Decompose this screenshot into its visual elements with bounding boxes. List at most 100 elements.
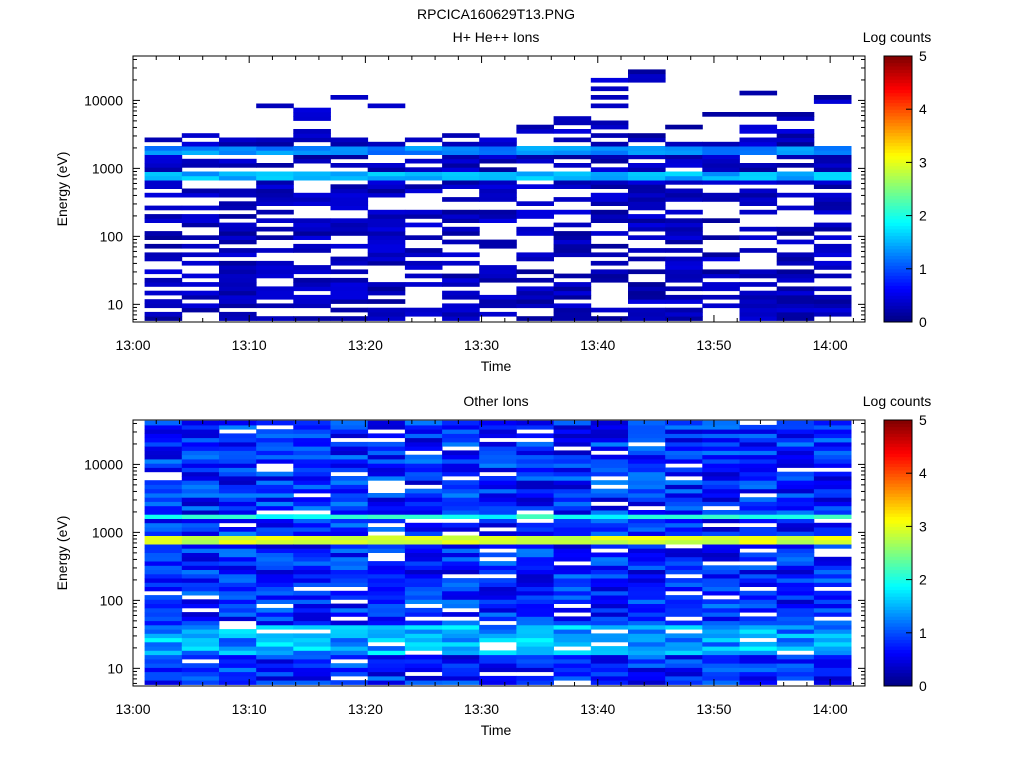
heatmap-cell	[404, 505, 443, 511]
heatmap-cell	[776, 316, 815, 321]
heatmap-cell	[813, 429, 852, 434]
heatmap-cell	[144, 252, 183, 258]
heatmap-cell	[776, 112, 815, 117]
colorbar-tick-label: 0	[919, 678, 927, 694]
heatmap-cell	[665, 637, 703, 643]
heatmap-cell	[479, 624, 517, 630]
heatmap-cell	[219, 282, 257, 287]
colorbar-swatch	[884, 433, 912, 438]
heatmap-cell	[739, 675, 778, 681]
colorbar-tick-label: 2	[919, 208, 927, 224]
heatmap-cell	[256, 573, 294, 579]
heatmap-cell	[628, 467, 666, 473]
heatmap-cell	[144, 616, 183, 622]
colorbar-swatch	[884, 483, 912, 488]
heatmap-cell	[442, 141, 480, 147]
heatmap-cell	[628, 573, 666, 579]
heatmap-cell	[813, 167, 852, 172]
heatmap-cell	[516, 527, 554, 532]
heatmap-cell	[739, 654, 778, 660]
heatmap-cell	[330, 184, 369, 189]
heatmap-cell	[330, 641, 369, 647]
heatmap-cell	[516, 316, 554, 321]
heatmap-cell	[442, 629, 480, 634]
heatmap-cell	[590, 154, 629, 160]
heatmap-cell	[256, 671, 294, 677]
heatmap-cell	[367, 252, 406, 258]
heatmap-cell	[665, 586, 703, 592]
colorbar-swatch	[884, 456, 912, 461]
heatmap-cell	[367, 612, 406, 617]
heatmap-cell	[181, 260, 220, 266]
heatmap-cell	[219, 641, 257, 647]
heatmap-cell	[181, 663, 220, 668]
heatmap-cell	[367, 290, 406, 296]
heatmap-cell	[479, 209, 517, 215]
colorbar-swatch	[884, 556, 912, 561]
heatmap-cell	[628, 493, 666, 498]
heatmap-cell	[293, 467, 331, 473]
heatmap-cell	[702, 658, 740, 664]
heatmap-cell	[590, 590, 629, 596]
heatmap-cell	[553, 595, 592, 600]
heatmap-cell	[739, 607, 778, 613]
colorbar-swatch	[884, 92, 912, 97]
heatmap-cell	[739, 497, 778, 502]
heatmap-cell	[739, 505, 778, 511]
heatmap-cell	[665, 260, 703, 266]
heatmap-cell	[367, 586, 406, 592]
colorbar-swatch	[884, 72, 912, 77]
heatmap-cell	[330, 480, 369, 485]
heatmap-cell	[776, 675, 815, 681]
heatmap-cell	[219, 505, 257, 511]
heatmap-cell	[739, 565, 778, 570]
heatmap-cell	[590, 459, 629, 464]
heatmap-cell	[181, 675, 220, 681]
heatmap-cell	[776, 501, 815, 507]
heatmap-cell	[293, 531, 331, 536]
heatmap-cell	[590, 433, 629, 439]
heatmap-cell	[442, 311, 480, 317]
y-tick-label: 100	[100, 592, 124, 608]
heatmap-cell	[256, 637, 294, 643]
heatmap-cell	[181, 565, 220, 570]
heatmap-cell	[442, 586, 480, 592]
heatmap-cell	[628, 539, 666, 545]
heatmap-cell	[144, 316, 183, 321]
heatmap-cell	[442, 467, 480, 473]
heatmap-cell	[144, 646, 183, 651]
heatmap-cell	[404, 463, 443, 468]
heatmap-cell	[256, 480, 294, 485]
heatmap-cell	[516, 129, 554, 134]
heatmap-cell	[739, 188, 778, 194]
heatmap-cell	[256, 527, 294, 532]
heatmap-cell	[739, 307, 778, 313]
heatmap-cell	[144, 663, 183, 668]
heatmap-cell	[702, 480, 740, 485]
colorbar-swatch	[884, 543, 912, 547]
heatmap-cell	[219, 467, 257, 473]
heatmap-cell	[813, 150, 852, 155]
heatmap-cell	[219, 201, 257, 206]
heatmap-cell	[256, 103, 294, 109]
heatmap-cell	[144, 150, 183, 155]
heatmap-cell	[739, 624, 778, 630]
heatmap-cell	[553, 316, 592, 321]
heatmap-cell	[442, 671, 480, 677]
heatmap-cell	[367, 501, 406, 507]
heatmap-cell	[813, 488, 852, 494]
heatmap-cell	[256, 518, 294, 524]
heatmap-cell	[219, 454, 257, 460]
heatmap-cell	[367, 188, 406, 194]
heatmap-cell	[367, 620, 406, 626]
colorbar-swatch	[884, 656, 912, 660]
heatmap-cell	[181, 282, 220, 287]
heatmap-cell	[293, 471, 331, 477]
heatmap-cell	[256, 197, 294, 202]
heatmap-cell	[219, 607, 257, 613]
heatmap-cell	[553, 441, 592, 447]
heatmap-cell	[479, 531, 517, 536]
colorbar-tick-label: 5	[919, 48, 927, 64]
heatmap-cell	[442, 603, 480, 609]
heatmap-cell	[739, 539, 778, 545]
